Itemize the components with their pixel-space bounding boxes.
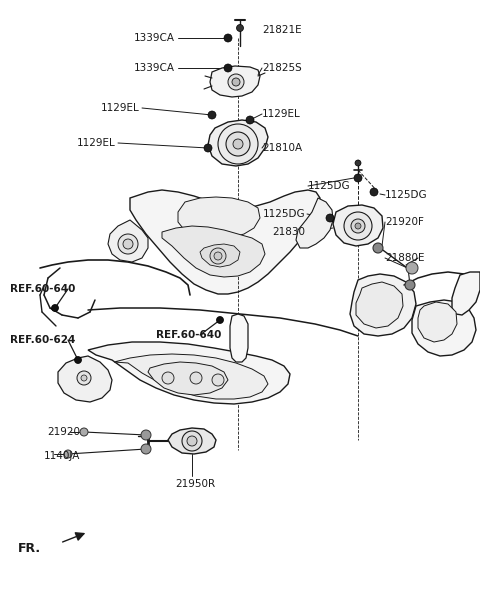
Circle shape — [51, 304, 59, 311]
Circle shape — [246, 116, 254, 124]
FancyArrowPatch shape — [62, 533, 84, 542]
Circle shape — [187, 436, 197, 446]
Text: 21950R: 21950R — [175, 479, 215, 489]
Text: FR.: FR. — [18, 541, 41, 554]
Text: 1129EL: 1129EL — [101, 103, 140, 113]
Text: REF.60-624: REF.60-624 — [10, 335, 75, 345]
Text: 1129EL: 1129EL — [262, 109, 301, 119]
Polygon shape — [168, 428, 216, 454]
Circle shape — [141, 444, 151, 454]
Circle shape — [190, 372, 202, 384]
Circle shape — [233, 139, 243, 149]
Circle shape — [123, 239, 133, 249]
Text: 21920: 21920 — [47, 427, 80, 437]
Polygon shape — [452, 272, 480, 315]
Circle shape — [204, 144, 212, 152]
Text: 1125DG: 1125DG — [263, 209, 305, 219]
Circle shape — [370, 188, 378, 196]
Polygon shape — [230, 314, 248, 362]
Circle shape — [344, 212, 372, 240]
Polygon shape — [148, 362, 228, 395]
Circle shape — [351, 219, 365, 233]
Polygon shape — [333, 205, 383, 246]
Circle shape — [224, 64, 232, 72]
Polygon shape — [418, 302, 457, 342]
Polygon shape — [208, 120, 268, 166]
Polygon shape — [88, 342, 290, 404]
Text: 1125DG: 1125DG — [308, 181, 350, 191]
Polygon shape — [210, 66, 260, 97]
Circle shape — [216, 317, 224, 324]
Polygon shape — [350, 274, 416, 336]
Circle shape — [406, 262, 418, 274]
Circle shape — [80, 428, 88, 436]
Polygon shape — [58, 356, 112, 402]
Text: 21880E: 21880E — [385, 253, 424, 263]
Text: 1339CA: 1339CA — [134, 33, 175, 43]
Circle shape — [212, 374, 224, 386]
Circle shape — [182, 431, 202, 451]
Circle shape — [118, 234, 138, 254]
Polygon shape — [130, 190, 320, 294]
Circle shape — [326, 214, 334, 222]
Text: 21810A: 21810A — [262, 143, 302, 153]
Text: 21830: 21830 — [272, 227, 305, 237]
Circle shape — [218, 124, 258, 164]
Circle shape — [226, 132, 250, 156]
Circle shape — [237, 24, 243, 31]
Polygon shape — [296, 198, 333, 248]
Text: 21920F: 21920F — [385, 217, 424, 227]
Circle shape — [214, 252, 222, 260]
Circle shape — [228, 74, 244, 90]
Circle shape — [81, 375, 87, 381]
Circle shape — [77, 371, 91, 385]
Text: 1140JA: 1140JA — [44, 451, 80, 461]
Text: 1125DG: 1125DG — [385, 190, 428, 200]
Circle shape — [373, 243, 383, 253]
Text: 21821E: 21821E — [262, 25, 301, 35]
Text: 21825S: 21825S — [262, 63, 302, 73]
Circle shape — [405, 280, 415, 290]
Circle shape — [162, 372, 174, 384]
Polygon shape — [356, 282, 403, 328]
Text: REF.60-640: REF.60-640 — [156, 330, 221, 340]
Text: REF.60-640: REF.60-640 — [10, 284, 75, 294]
Circle shape — [355, 223, 361, 229]
Circle shape — [210, 248, 226, 264]
Circle shape — [232, 78, 240, 86]
Circle shape — [141, 430, 151, 440]
Polygon shape — [200, 244, 240, 267]
Text: 1339CA: 1339CA — [134, 63, 175, 73]
Polygon shape — [162, 226, 265, 277]
Circle shape — [224, 34, 232, 42]
Text: 1129EL: 1129EL — [77, 138, 116, 148]
Polygon shape — [178, 197, 260, 240]
Polygon shape — [114, 354, 268, 399]
Circle shape — [355, 160, 361, 166]
Circle shape — [64, 450, 72, 458]
Circle shape — [354, 174, 362, 182]
Polygon shape — [412, 300, 476, 356]
Circle shape — [208, 111, 216, 119]
Polygon shape — [108, 220, 148, 262]
Circle shape — [74, 356, 82, 364]
